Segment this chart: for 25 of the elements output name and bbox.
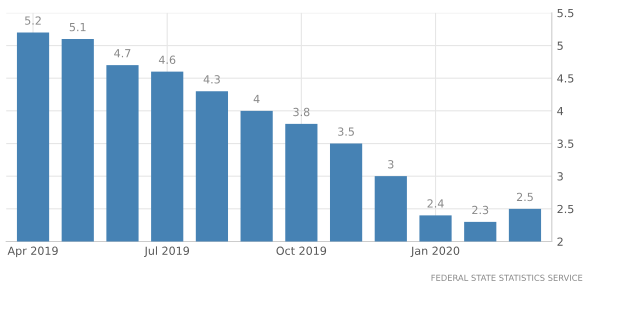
text: FEDERAL STATE STATISTICS SERVICE xyxy=(432,274,582,281)
data-label: 5.1 xyxy=(70,23,86,32)
data-label: 4.6 xyxy=(158,56,176,64)
y-tick-label: 3.5 xyxy=(558,139,574,148)
data-label: 2.5 xyxy=(516,192,533,202)
data-label: 2.3 xyxy=(472,206,488,214)
data-label: 4.3 xyxy=(204,75,220,84)
data-label: 3.5 xyxy=(338,127,354,136)
y-tick-label: 5.5 xyxy=(558,9,574,18)
x-tick-label: Jul 2019 xyxy=(144,246,190,258)
y-tick-label: 3 xyxy=(558,172,563,181)
y-tick-label: 4 xyxy=(557,106,564,116)
data-label: 3.8 xyxy=(293,108,310,116)
x-tick-label: Oct 2019 xyxy=(276,246,326,255)
y-tick-label: 2.5 xyxy=(557,204,574,214)
data-label: 4.7 xyxy=(114,49,130,58)
x-tick-label: Jan 2020 xyxy=(410,246,460,258)
data-label: 2.4 xyxy=(428,199,444,208)
y-tick-label: 5 xyxy=(558,42,563,50)
x-tick-label: Apr 2019 xyxy=(8,246,58,258)
data-label: 3 xyxy=(388,160,394,168)
data-label: 4 xyxy=(254,94,260,103)
data-label: 5.2 xyxy=(25,16,41,25)
y-tick-label: 2 xyxy=(557,237,563,246)
y-tick-label: 4.5 xyxy=(557,74,574,83)
